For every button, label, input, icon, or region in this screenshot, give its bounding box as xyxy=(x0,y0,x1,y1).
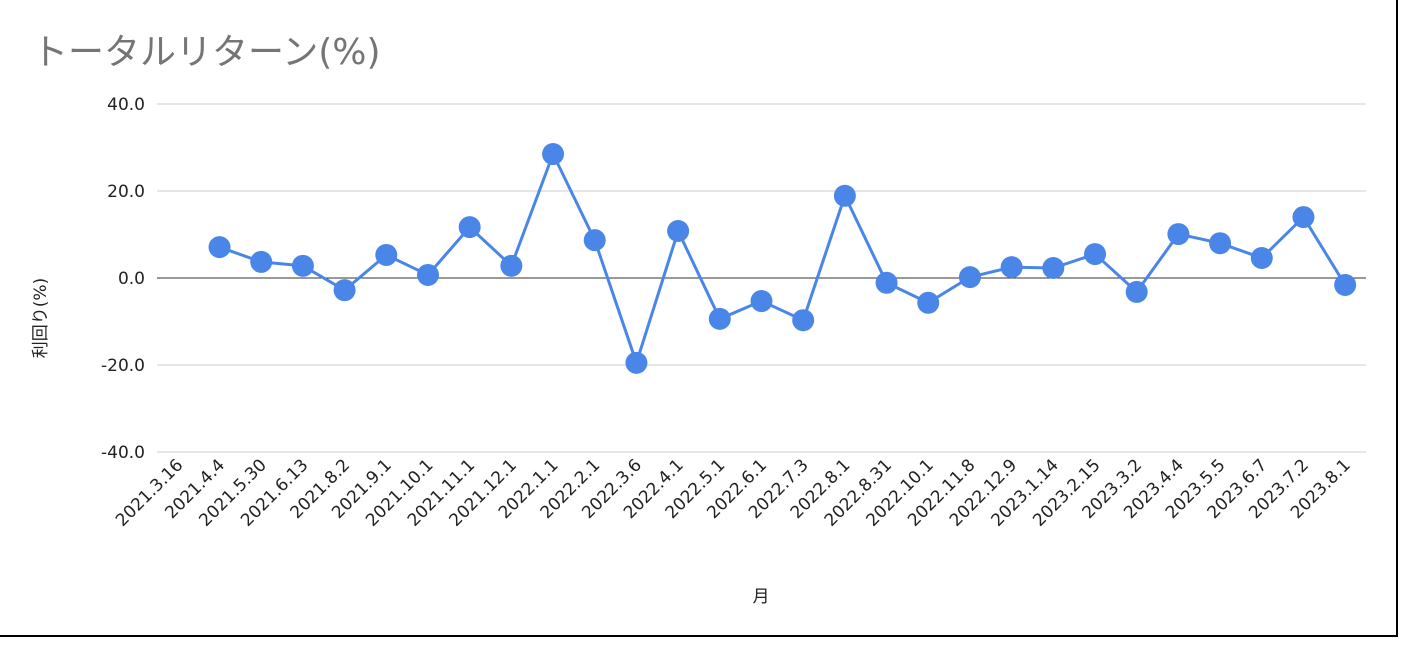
data-point xyxy=(958,266,981,289)
data-point xyxy=(458,216,481,239)
data-point xyxy=(291,254,314,277)
data-point xyxy=(708,307,731,330)
y-tick-label: -40.0 xyxy=(101,443,145,463)
data-point xyxy=(792,309,815,332)
data-point xyxy=(917,291,940,314)
data-point xyxy=(583,229,606,252)
y-tick-label: 20.0 xyxy=(107,182,145,202)
data-point xyxy=(250,250,273,273)
data-point xyxy=(1167,223,1190,246)
x-axis-label: 月 xyxy=(753,587,770,607)
data-point xyxy=(1125,280,1148,303)
data-point xyxy=(416,263,439,286)
y-tick-label: -20.0 xyxy=(101,356,145,376)
data-point xyxy=(542,143,565,166)
data-point xyxy=(375,243,398,266)
data-point xyxy=(1084,243,1107,266)
data-point xyxy=(500,254,523,277)
data-point xyxy=(1000,256,1023,279)
data-point xyxy=(1334,273,1357,296)
data-point xyxy=(1292,206,1315,229)
series-line xyxy=(219,150,1347,368)
data-point xyxy=(625,351,648,374)
data-point xyxy=(1250,246,1273,269)
data-point xyxy=(208,236,231,259)
chart-title: トータルリターン(%) xyxy=(32,32,381,73)
data-point xyxy=(875,271,898,294)
data-point xyxy=(1209,232,1232,255)
data-point xyxy=(333,279,356,302)
data-point xyxy=(750,290,773,313)
data-point xyxy=(667,220,690,243)
y-tick-label: 40.0 xyxy=(107,95,145,115)
data-point xyxy=(833,184,856,207)
y-tick-label: 0.0 xyxy=(118,269,145,289)
y-axis-label: 利回り(%) xyxy=(31,278,51,358)
data-point xyxy=(1042,256,1065,279)
